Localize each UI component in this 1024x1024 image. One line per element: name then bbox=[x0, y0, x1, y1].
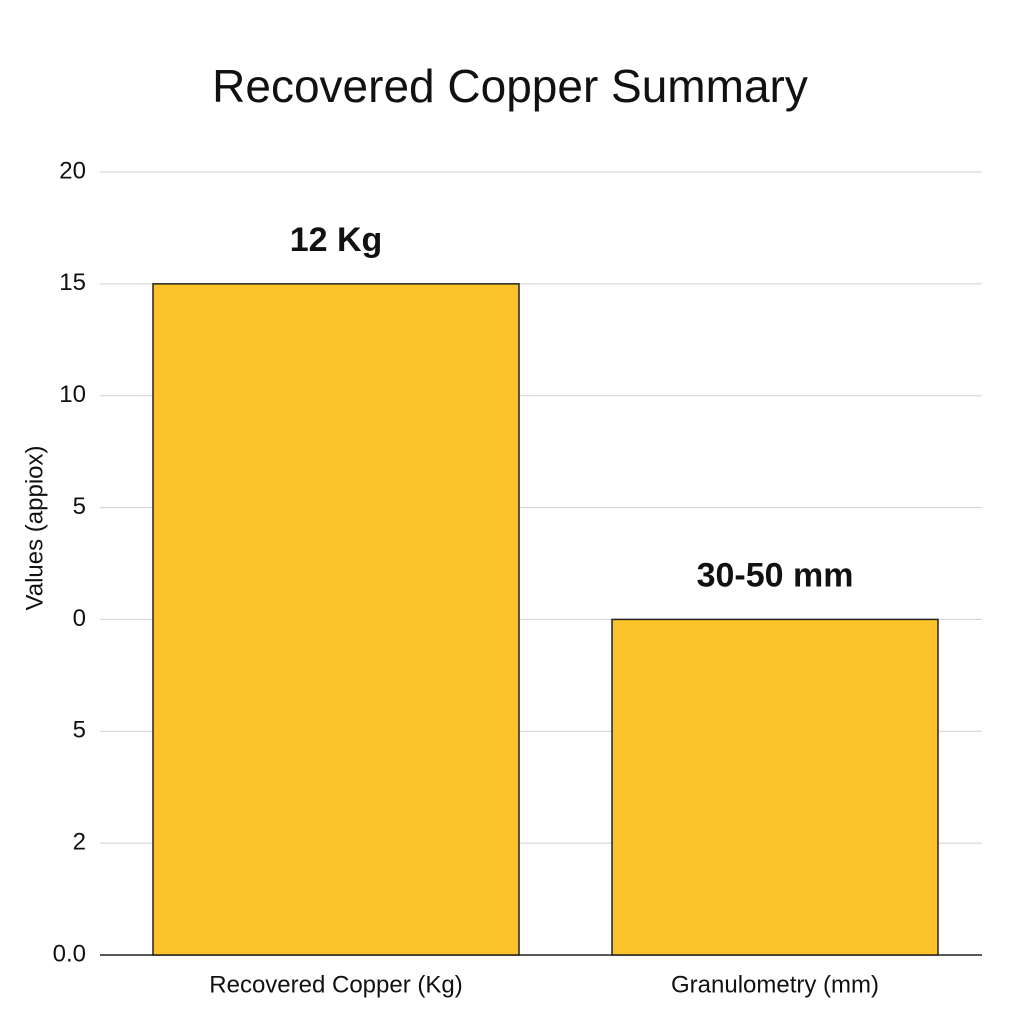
y-tick-label: 2 bbox=[73, 828, 86, 855]
bar bbox=[152, 283, 520, 956]
y-tick-label: 0 bbox=[73, 605, 86, 632]
x-tick-label: Recovered Copper (Kg) bbox=[209, 971, 462, 998]
data-label: 30-50 mm bbox=[697, 556, 854, 594]
y-tick-label: 20 bbox=[59, 157, 86, 184]
y-tick-label: 5 bbox=[73, 493, 86, 520]
bar bbox=[611, 618, 939, 956]
chart-title: Recovered Copper Summary bbox=[212, 60, 808, 112]
x-tick-label: Granulometry (mm) bbox=[671, 971, 879, 998]
data-label: 12 Kg bbox=[290, 221, 383, 259]
y-tick-label: 0.0 bbox=[53, 940, 86, 967]
y-tick-label: 10 bbox=[59, 381, 86, 408]
y-axis-label: Values (appiox) bbox=[21, 446, 48, 611]
y-tick-label: 15 bbox=[59, 269, 86, 296]
y-tick-label: 5 bbox=[73, 717, 86, 744]
